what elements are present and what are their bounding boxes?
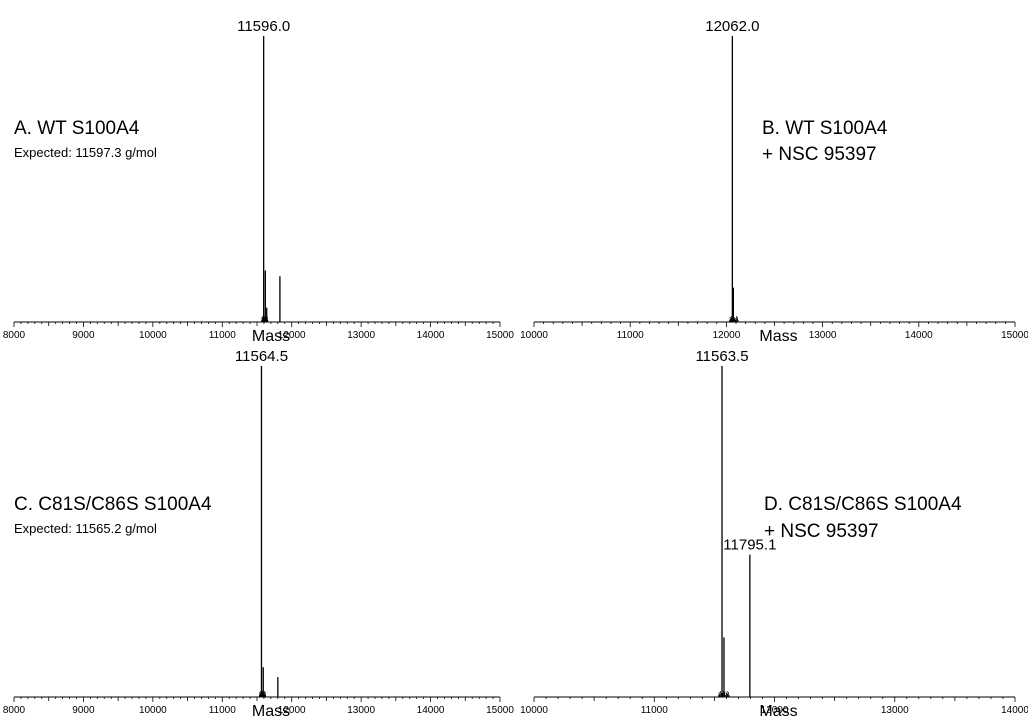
panel-d-plot: 10000 11000 12000 13000 14000 Mass 11563.5 1179… bbox=[520, 348, 1028, 720]
panel-b: B. WT S100A4 + NSC 95397 10000 11000 12000… bbox=[520, 18, 1028, 345]
panel-c-subtitle: Expected: 11565.2 g/mol bbox=[14, 521, 157, 536]
panel-a-plot: 8000 9000 10000 11000 12000 13000 14000 15000 Ma… bbox=[3, 18, 514, 345]
panel-a-tick-label: 9000 bbox=[72, 330, 95, 341]
panel-d-tick-label: 12000 bbox=[761, 705, 789, 716]
panel-c-tick-label: 10000 bbox=[139, 705, 167, 716]
panel-c: C. C81S/C86S S100A4 Expected: 11565.2 g/… bbox=[3, 348, 514, 720]
panel-b-tick-label: 14000 bbox=[905, 330, 933, 341]
panel-d-axis-title: Mass bbox=[759, 703, 797, 720]
panel-d-title: D. C81S/C86S S100A4 bbox=[764, 494, 962, 515]
panel-b-tick-label: 13000 bbox=[809, 330, 837, 341]
panel-c-tick-label: 13000 bbox=[347, 705, 375, 716]
panel-b-axis-title: Mass bbox=[759, 328, 797, 345]
panel-d-tick-label: 14000 bbox=[1001, 705, 1028, 716]
panel-c-tick-label: 9000 bbox=[72, 705, 95, 716]
panel-d: D. C81S/C86S S100A4 + NSC 95397 10000 110… bbox=[520, 348, 1028, 720]
panel-d-tick-label: 10000 bbox=[520, 705, 548, 716]
panel-c-axis-title: Mass bbox=[252, 703, 290, 720]
panel-b-peak-label: 12062.0 bbox=[705, 18, 759, 35]
panel-a-tick-label: 12000 bbox=[278, 330, 306, 341]
panel-b-tick-label: 11000 bbox=[617, 330, 645, 341]
panel-b-tick-label: 15000 bbox=[1001, 330, 1028, 341]
panel-a-tick-label: 8000 bbox=[3, 330, 26, 341]
panel-c-plot: 8000 9000 10000 11000 12000 13000 14000 15000 Ma… bbox=[3, 348, 514, 720]
panel-a-tick-label: 14000 bbox=[417, 330, 445, 341]
panel-c-tick-label: 14000 bbox=[417, 705, 445, 716]
panel-c-tick-label: 15000 bbox=[486, 705, 514, 716]
panel-a-subtitle: Expected: 11597.3 g/mol bbox=[14, 145, 157, 160]
panel-d-tick-label: 13000 bbox=[881, 705, 909, 716]
panel-d-peak-label: 11563.5 bbox=[695, 348, 748, 365]
panel-a-peak-label: 11596.0 bbox=[237, 18, 290, 35]
panel-d-title-line2: + NSC 95397 bbox=[764, 521, 879, 542]
panel-a-tick-label: 11000 bbox=[209, 330, 237, 341]
panel-d-tick-label: 11000 bbox=[641, 705, 669, 716]
panel-b-tick-label: 12000 bbox=[712, 330, 740, 341]
panel-b-tick-label: 10000 bbox=[520, 330, 548, 341]
panel-a: A. WT S100A4 Expected: 11597.3 g/mol 800… bbox=[3, 18, 514, 345]
panel-a-tick-label: 10000 bbox=[139, 330, 167, 341]
panel-c-title: C. C81S/C86S S100A4 bbox=[14, 494, 212, 515]
panel-b-title-line2: + NSC 95397 bbox=[762, 144, 877, 165]
panel-a-axis-title: Mass bbox=[252, 328, 290, 345]
panel-b-plot: 10000 11000 12000 13000 14000 15000 Mass 12062.… bbox=[520, 18, 1028, 345]
panel-b-title: B. WT S100A4 bbox=[762, 118, 888, 139]
panel-c-tick-label: 8000 bbox=[3, 705, 26, 716]
panel-d-peak-label: 11795.1 bbox=[723, 537, 776, 554]
panel-c-tick-label: 11000 bbox=[209, 705, 237, 716]
panel-a-tick-label: 15000 bbox=[486, 330, 514, 341]
panel-a-tick-label: 13000 bbox=[347, 330, 375, 341]
panel-c-tick-label: 12000 bbox=[278, 705, 306, 716]
panel-a-title: A. WT S100A4 bbox=[14, 118, 140, 139]
panel-c-peak-label: 11564.5 bbox=[235, 348, 288, 365]
